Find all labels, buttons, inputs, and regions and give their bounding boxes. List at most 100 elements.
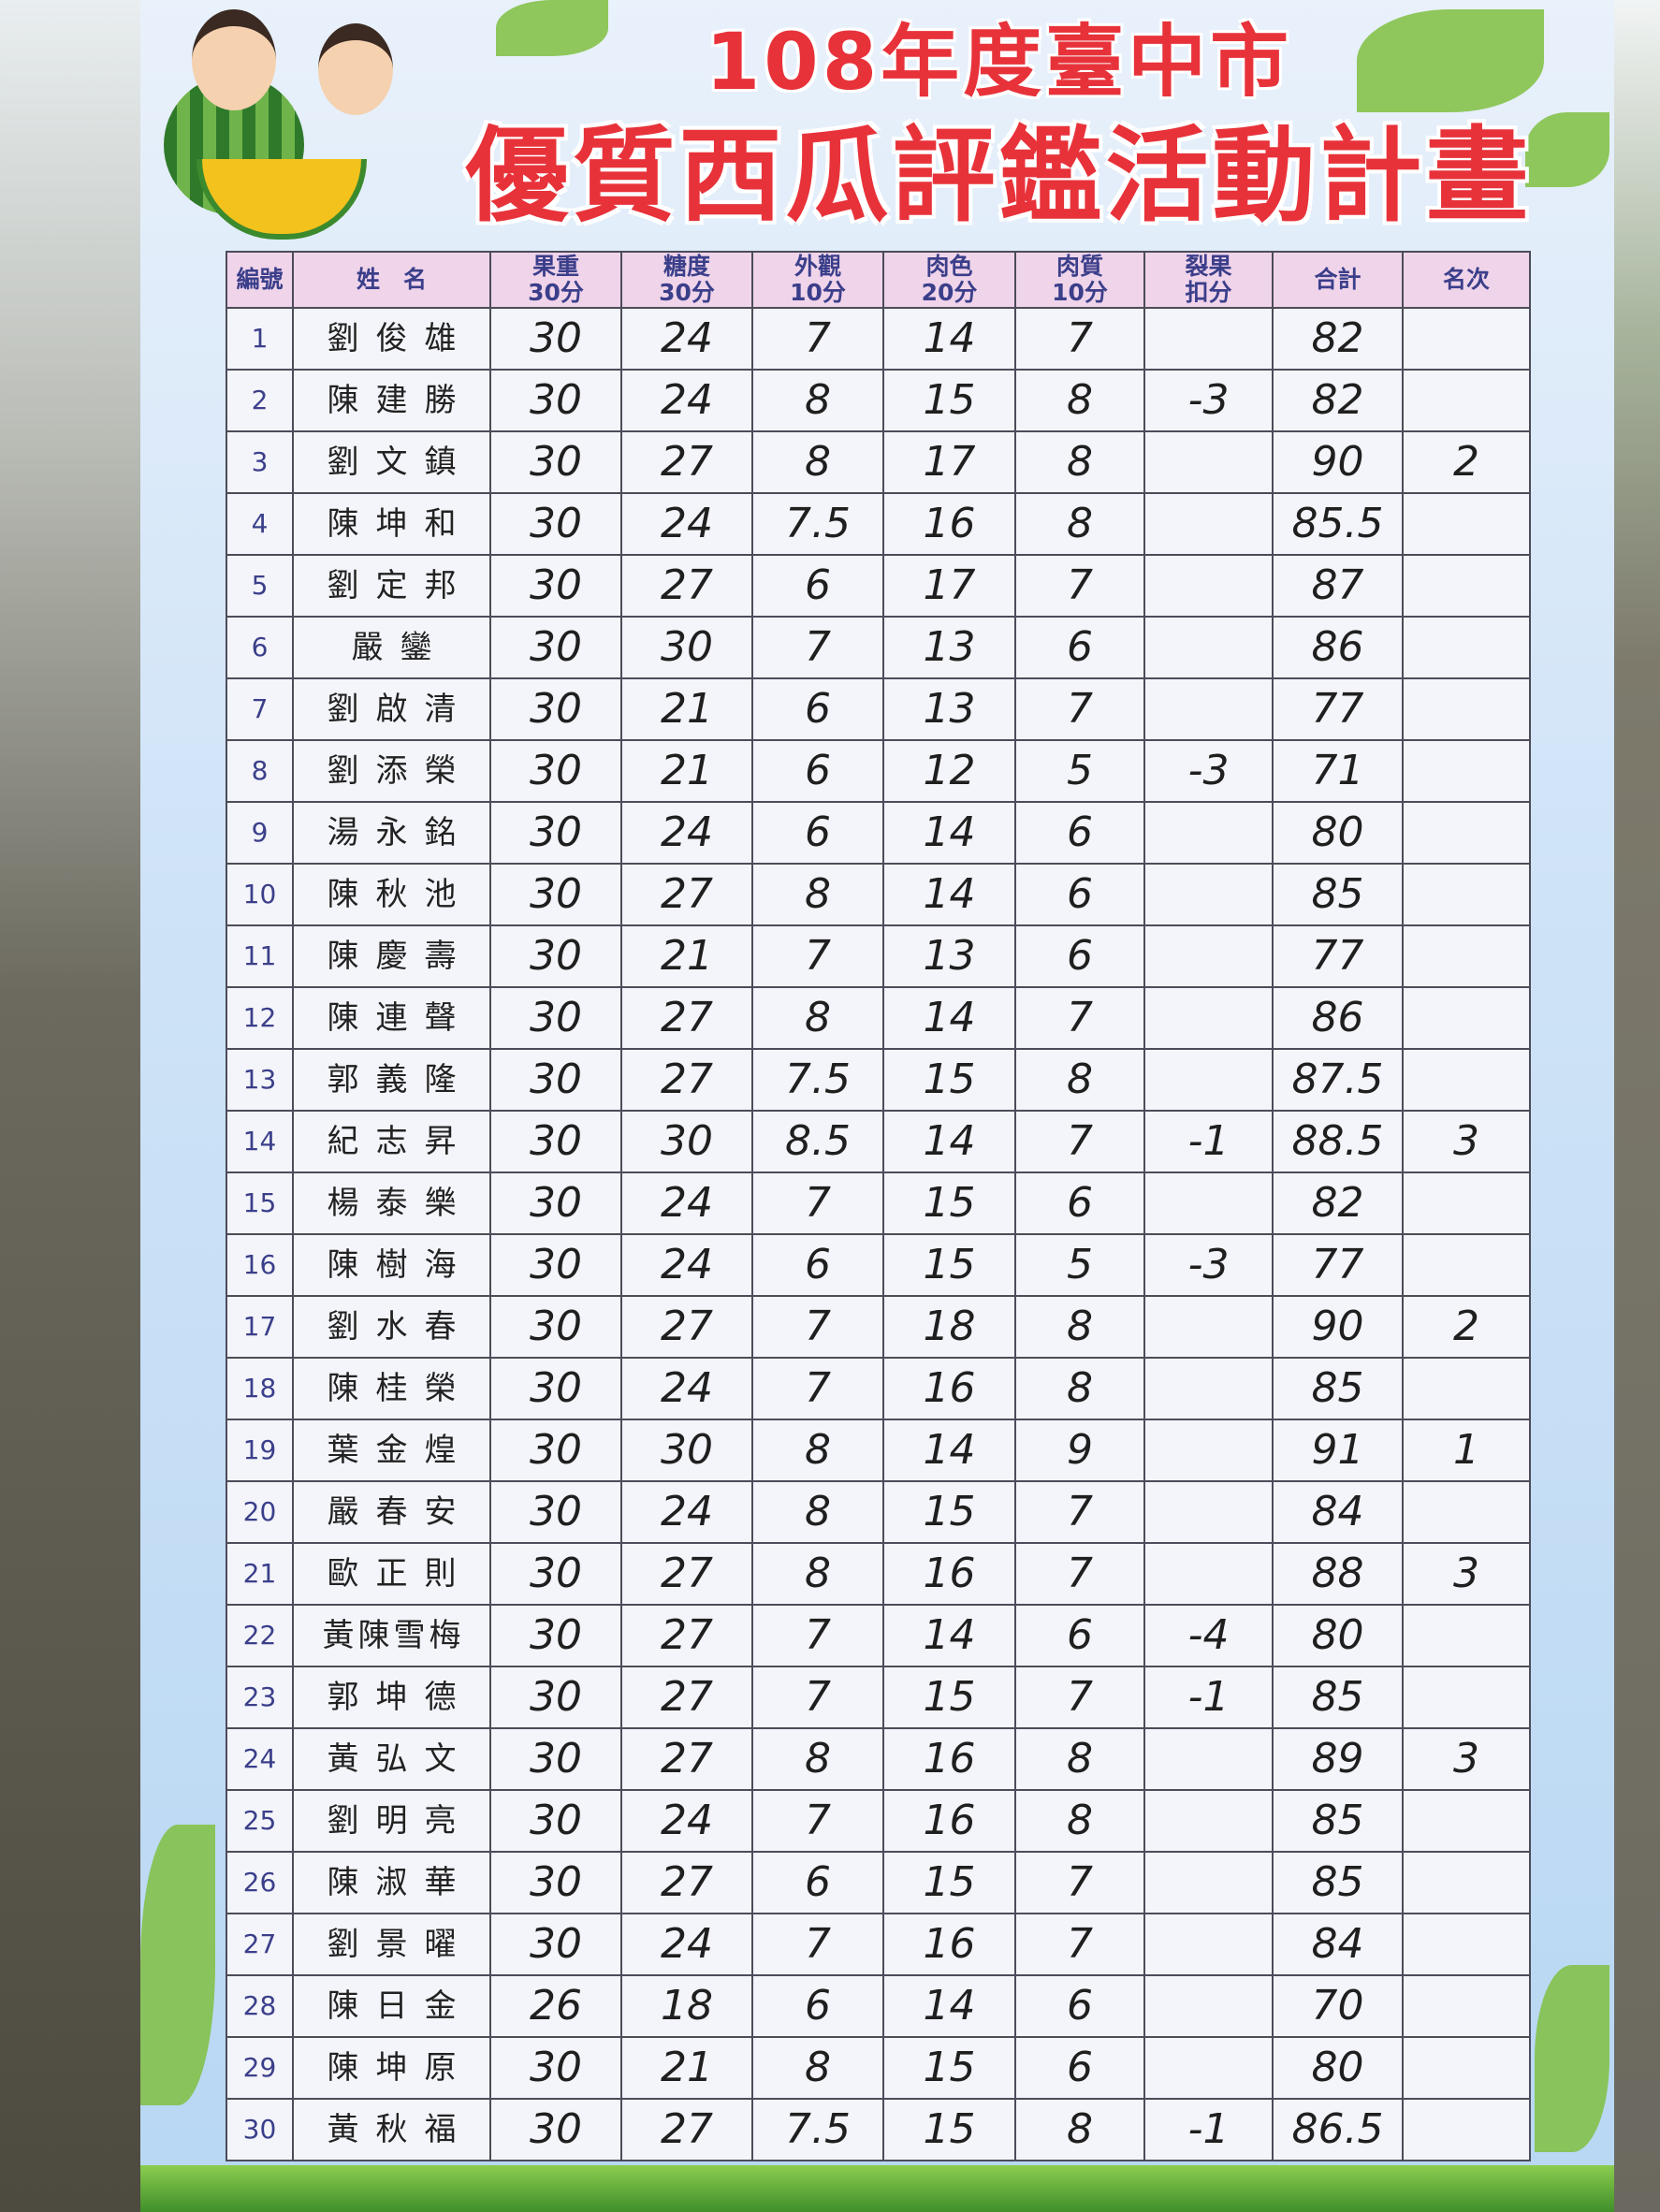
cell-appearance: 6 bbox=[751, 1233, 884, 1297]
cell-flesh-color: 13 bbox=[882, 616, 1016, 679]
cell-rank bbox=[1402, 801, 1531, 865]
table-row: 4 陳坤和 30 24 7.5 16 8 85.5 bbox=[226, 492, 1531, 556]
cell-flesh-color: 15 bbox=[882, 1851, 1016, 1914]
cell-name: 劉景曜 bbox=[292, 1913, 491, 1976]
table-row: 10 陳秋池 30 27 8 14 6 85 bbox=[226, 863, 1531, 926]
cell-total: 85 bbox=[1272, 863, 1404, 926]
cell-sugar: 24 bbox=[620, 492, 753, 556]
cell-weight: 30 bbox=[489, 677, 622, 741]
cell-total: 85.5 bbox=[1272, 492, 1404, 556]
header-col-flesh-color: 肉色 20分 bbox=[882, 251, 1016, 309]
cell-rank bbox=[1402, 1789, 1531, 1853]
cell-sugar: 24 bbox=[620, 1789, 753, 1853]
cell-rank bbox=[1402, 1974, 1531, 2038]
cell-weight: 30 bbox=[489, 1666, 622, 1729]
cell-name: 黃秋福 bbox=[292, 2098, 491, 2161]
cell-appearance: 7 bbox=[751, 1295, 884, 1359]
header-col-weight: 果重 30分 bbox=[489, 251, 622, 309]
leaf-decoration bbox=[496, 0, 608, 56]
cell-sugar: 27 bbox=[620, 1542, 753, 1606]
cell-weight: 30 bbox=[489, 1295, 622, 1359]
cell-flesh-texture: 5 bbox=[1014, 1233, 1145, 1297]
cell-total: 88.5 bbox=[1272, 1110, 1404, 1173]
cell-flesh-color: 12 bbox=[882, 739, 1016, 803]
cell-appearance: 8 bbox=[751, 863, 884, 926]
cell-weight: 30 bbox=[489, 1171, 622, 1235]
cell-id: 14 bbox=[226, 1110, 294, 1173]
cell-sugar: 27 bbox=[620, 1727, 753, 1791]
cell-flesh-color: 15 bbox=[882, 1171, 1016, 1235]
cell-name: 湯永銘 bbox=[292, 801, 491, 865]
cell-crack-deduction bbox=[1143, 2036, 1274, 2100]
cell-sugar: 18 bbox=[620, 1974, 753, 2038]
cell-sugar: 21 bbox=[620, 739, 753, 803]
cell-name: 楊泰樂 bbox=[292, 1171, 491, 1235]
cell-sugar: 27 bbox=[620, 554, 753, 618]
cell-appearance: 8 bbox=[751, 1727, 884, 1791]
cell-rank bbox=[1402, 492, 1531, 556]
table-row: 21 歐正則 30 27 8 16 7 88 3 bbox=[226, 1542, 1531, 1606]
cell-id: 1 bbox=[226, 307, 294, 371]
cell-weight: 30 bbox=[489, 986, 622, 1050]
cell-id: 22 bbox=[226, 1604, 294, 1667]
cell-sugar: 27 bbox=[620, 2098, 753, 2161]
cell-flesh-color: 13 bbox=[882, 677, 1016, 741]
cell-id: 9 bbox=[226, 801, 294, 865]
cell-crack-deduction bbox=[1143, 986, 1274, 1050]
cell-total: 87.5 bbox=[1272, 1048, 1404, 1112]
cell-name: 嚴春安 bbox=[292, 1480, 491, 1544]
cell-name: 劉添榮 bbox=[292, 739, 491, 803]
cell-name: 嚴鑾 bbox=[292, 616, 491, 679]
cell-sugar: 21 bbox=[620, 924, 753, 988]
cell-total: 82 bbox=[1272, 369, 1404, 432]
cell-sugar: 27 bbox=[620, 1604, 753, 1667]
cell-crack-deduction bbox=[1143, 677, 1274, 741]
cell-rank bbox=[1402, 986, 1531, 1050]
cell-total: 85 bbox=[1272, 1789, 1404, 1853]
cell-rank bbox=[1402, 1480, 1531, 1544]
cell-crack-deduction bbox=[1143, 1542, 1274, 1606]
cell-weight: 30 bbox=[489, 924, 622, 988]
cell-total: 85 bbox=[1272, 1666, 1404, 1729]
cell-appearance: 7 bbox=[751, 924, 884, 988]
cell-crack-deduction bbox=[1143, 1727, 1274, 1791]
cell-flesh-color: 16 bbox=[882, 1727, 1016, 1791]
cell-weight: 30 bbox=[489, 2036, 622, 2100]
cell-rank bbox=[1402, 1604, 1531, 1667]
cell-flesh-color: 15 bbox=[882, 1048, 1016, 1112]
cell-id: 23 bbox=[226, 1666, 294, 1729]
score-table: 編號姓 名果重 30分 糖度 30分 外觀 10分 肉色 20分 肉質 10分 裂果 扣分… bbox=[226, 251, 1531, 2161]
cell-crack-deduction bbox=[1143, 554, 1274, 618]
cell-flesh-color: 14 bbox=[882, 863, 1016, 926]
cell-flesh-color: 15 bbox=[882, 2036, 1016, 2100]
cell-sugar: 30 bbox=[620, 1110, 753, 1173]
cell-weight: 30 bbox=[489, 1542, 622, 1606]
cell-crack-deduction: -3 bbox=[1143, 739, 1274, 803]
cell-flesh-color: 16 bbox=[882, 1789, 1016, 1853]
table-row: 26 陳淑華 30 27 6 15 7 85 bbox=[226, 1851, 1531, 1914]
table-row: 2 陳建勝 30 24 8 15 8 -3 82 bbox=[226, 369, 1531, 432]
cell-crack-deduction bbox=[1143, 1480, 1274, 1544]
cell-rank bbox=[1402, 2098, 1531, 2161]
cell-crack-deduction bbox=[1143, 1789, 1274, 1853]
header-col-rank: 名次 bbox=[1402, 251, 1531, 309]
cell-id: 28 bbox=[226, 1974, 294, 2038]
table-row: 6 嚴鑾 30 30 7 13 6 86 bbox=[226, 616, 1531, 679]
cell-id: 2 bbox=[226, 369, 294, 432]
cell-flesh-texture: 8 bbox=[1014, 1048, 1145, 1112]
cell-appearance: 7.5 bbox=[751, 2098, 884, 2161]
cell-crack-deduction: -1 bbox=[1143, 1110, 1274, 1173]
header-col-flesh-texture: 肉質 10分 bbox=[1014, 251, 1145, 309]
cell-sugar: 27 bbox=[620, 1851, 753, 1914]
cell-id: 20 bbox=[226, 1480, 294, 1544]
cell-id: 27 bbox=[226, 1913, 294, 1976]
cell-rank: 3 bbox=[1402, 1110, 1531, 1173]
cell-crack-deduction bbox=[1143, 1171, 1274, 1235]
cell-crack-deduction bbox=[1143, 1357, 1274, 1420]
cell-appearance: 7 bbox=[751, 616, 884, 679]
cell-sugar: 27 bbox=[620, 430, 753, 494]
cell-crack-deduction bbox=[1143, 1048, 1274, 1112]
cell-appearance: 7.5 bbox=[751, 492, 884, 556]
cell-sugar: 24 bbox=[620, 1357, 753, 1420]
cell-flesh-texture: 8 bbox=[1014, 1357, 1145, 1420]
